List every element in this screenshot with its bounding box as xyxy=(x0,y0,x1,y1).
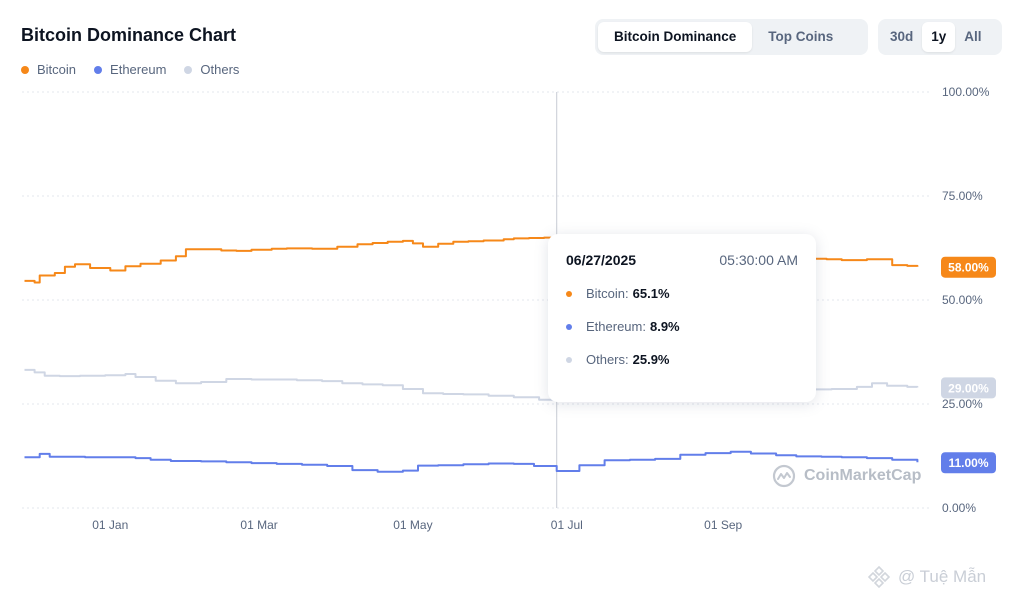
tab-top-coins[interactable]: Top Coins xyxy=(768,29,834,44)
tooltip-time: 05:30:00 AM xyxy=(719,252,798,268)
legend-item-ethereum[interactable]: Ethereum xyxy=(94,62,166,77)
tooltip-label-bitcoin: Bitcoin: xyxy=(586,286,629,301)
tooltip-value-ethereum: 8.9% xyxy=(649,319,680,334)
legend-dot-bitcoin xyxy=(21,65,29,74)
tooltip-dot-ethereum xyxy=(566,323,572,330)
tooltip-row-ethereum: Ethereum: 8.9% xyxy=(566,319,798,334)
credit-text: @ Tuệ Mẫn xyxy=(898,567,987,586)
legend-dot-others xyxy=(184,65,193,74)
tooltip-dot-bitcoin xyxy=(566,290,572,297)
legend-label-others: Others xyxy=(200,62,240,77)
legend-dot-ethereum xyxy=(94,65,103,74)
y-tick-label: 50.00% xyxy=(942,293,983,307)
range-30d-button[interactable]: 30d xyxy=(890,29,914,44)
legend-label-ethereum: Ethereum xyxy=(110,62,167,77)
tooltip-value-others: 25.9% xyxy=(632,352,670,367)
end-label-badge xyxy=(941,256,996,278)
chart-title: Bitcoin Dominance Chart xyxy=(21,25,237,45)
tooltip-value-bitcoin: 65.1% xyxy=(632,286,670,301)
end-label-text: 11.00% xyxy=(948,456,988,470)
tooltip-row-bitcoin: Bitcoin: 65.1% xyxy=(566,286,798,301)
y-tick-label: 0.00% xyxy=(942,501,976,515)
end-label-bitcoin: 58.00% xyxy=(941,256,996,278)
tooltip-date: 06/27/2025 xyxy=(566,252,637,268)
series-line-ethereum xyxy=(24,450,919,473)
tooltip-row-others: Others: 25.9% xyxy=(566,352,798,367)
y-tick-label: 75.00% xyxy=(942,189,983,203)
legend-item-others[interactable]: Others xyxy=(184,62,239,77)
x-tick-label: 01 May xyxy=(393,518,432,532)
end-label-badge xyxy=(941,377,996,399)
range-all-button[interactable]: All xyxy=(964,29,982,44)
coinmarketcap-watermark: CoinMarketCap xyxy=(772,464,921,488)
tooltip-dot-others xyxy=(566,356,572,363)
y-tick-label: 25.00% xyxy=(942,397,983,411)
y-tick-label: 100.00% xyxy=(942,85,990,99)
tab-bitcoin-dominance[interactable]: Bitcoin Dominance xyxy=(598,22,753,52)
range-1y-button[interactable]: 1y xyxy=(922,22,956,52)
chart-legend: Bitcoin Ethereum Others xyxy=(21,62,239,77)
x-tick-label: 01 Mar xyxy=(240,518,277,532)
x-tick-label: 01 Jul xyxy=(551,518,583,532)
end-label-others: 29.00% xyxy=(941,377,996,399)
tooltip-label-ethereum: Ethereum: xyxy=(586,319,646,334)
coinmarketcap-logo-icon xyxy=(772,464,796,488)
legend-label-bitcoin: Bitcoin xyxy=(37,62,77,77)
binance-square-logo-icon xyxy=(867,565,891,589)
author-credit: @ Tuệ Mẫn xyxy=(866,564,986,590)
end-label-badge xyxy=(941,452,996,474)
chart-tooltip: 06/27/2025 05:30:00 AM Bitcoin: 65.1% Et… xyxy=(548,234,816,402)
x-tick-label: 01 Sep xyxy=(704,518,742,532)
view-toggle: Bitcoin Dominance Top Coins xyxy=(595,19,868,55)
range-toggle: 30d 1y All xyxy=(878,19,1002,55)
end-label-text: 58.00% xyxy=(948,261,989,275)
x-tick-label: 01 Jan xyxy=(92,518,128,532)
legend-item-bitcoin[interactable]: Bitcoin xyxy=(21,62,76,77)
end-label-text: 29.00% xyxy=(948,381,989,395)
watermark-text: CoinMarketCap xyxy=(804,467,922,484)
end-label-ethereum: 11.00% xyxy=(941,452,996,474)
tooltip-label-others: Others: xyxy=(586,352,629,367)
